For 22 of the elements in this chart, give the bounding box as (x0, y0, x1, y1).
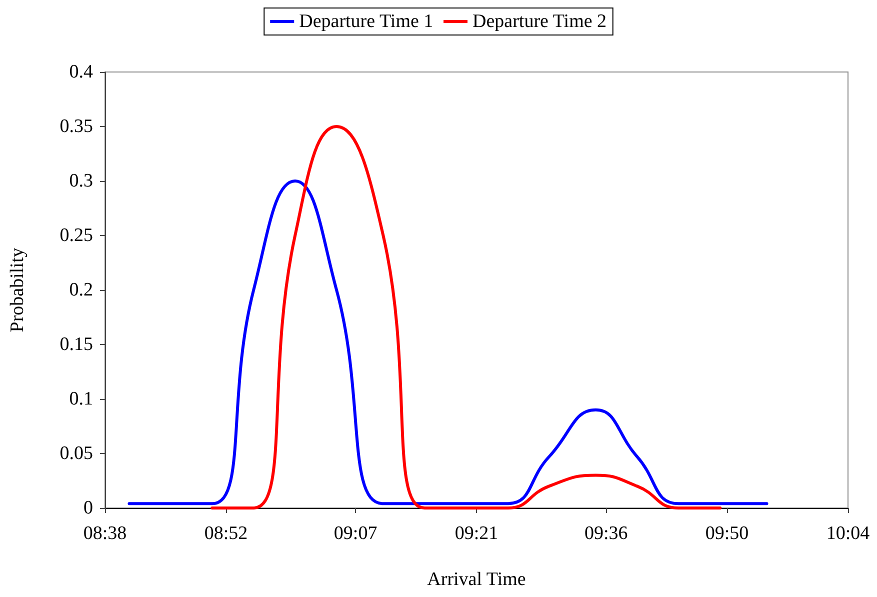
x-axis-title: Arrival Time (427, 569, 526, 590)
y-tick-label: 0.25 (60, 225, 93, 246)
legend-label: Departure Time 2 (472, 11, 607, 32)
y-tick-label: 0.2 (69, 280, 93, 300)
line-series (210, 125, 722, 510)
x-tick-label: 09:07 (334, 523, 378, 544)
x-tick-label: 09:36 (584, 523, 628, 544)
x-tick-label: 08:52 (204, 523, 248, 544)
y-tick-label: 0.3 (69, 170, 93, 192)
x-tick-label: 08:38 (83, 523, 127, 544)
y-tick-label: 0.05 (60, 443, 93, 464)
legend-label: Departure Time 1 (299, 11, 434, 32)
y-tick-label: 0.1 (69, 388, 93, 410)
x-tick-label: 10:04 (826, 523, 870, 544)
x-tick-label: 09:21 (454, 523, 498, 544)
x-tick-label: 09:50 (705, 523, 749, 544)
y-tick-label: 0.4 (69, 62, 94, 82)
y-tick-label: 0.15 (60, 334, 93, 355)
y-tick-label: 0.35 (60, 116, 93, 137)
y-axis-title: Probability (7, 247, 28, 332)
line-series (128, 180, 768, 506)
y-tick-label: 0 (84, 498, 93, 518)
